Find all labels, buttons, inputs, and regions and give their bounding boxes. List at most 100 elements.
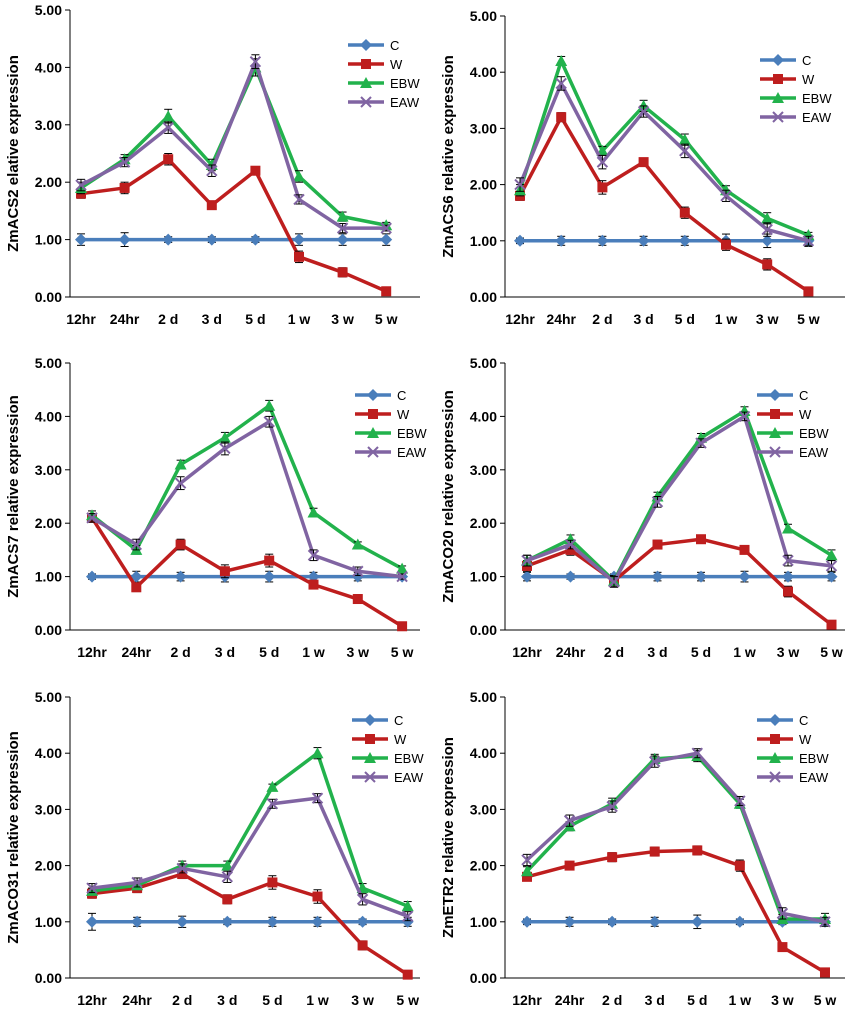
y-tick-label: 5.00	[35, 355, 62, 371]
data-point-W	[119, 182, 130, 193]
series-EBW	[75, 58, 393, 231]
data-point-EAW	[118, 156, 131, 168]
data-point-EAW	[782, 554, 794, 567]
y-tick-label: 5.00	[470, 8, 497, 24]
x-tick-label: 12hr	[512, 992, 542, 1008]
legend-label-C: C	[394, 713, 403, 728]
data-point-EAW	[564, 538, 577, 551]
x-tick-label: 1 w	[302, 644, 325, 660]
legend-label-EBW: EBW	[799, 751, 829, 766]
data-point-W	[522, 871, 532, 882]
series-EBW	[514, 54, 815, 241]
legend-label-C: C	[397, 388, 406, 403]
series-W	[76, 153, 392, 297]
data-point-W	[267, 877, 278, 888]
data-point-EAW	[606, 800, 618, 813]
data-point-EAW	[514, 178, 526, 191]
chart-panel-4: 0.00 1.00 2.00 3.00 4.00 5.00 12hr 24hr 2 d 3 d 5 …	[440, 355, 845, 660]
data-point-EBW	[266, 780, 279, 792]
x-tick-label: 3 w	[771, 992, 794, 1008]
y-tick-label: 3.00	[470, 801, 497, 817]
data-point-C	[311, 915, 324, 928]
legend-marker-C	[772, 54, 784, 66]
data-point-C	[380, 233, 393, 246]
data-point-EBW	[307, 506, 320, 518]
data-point-W	[564, 860, 575, 871]
data-point-W	[649, 846, 660, 857]
x-tick-label: 5 w	[814, 992, 837, 1008]
data-point-C	[691, 915, 704, 928]
y-tick-label: 5.00	[35, 2, 62, 18]
series-EAW	[75, 54, 392, 234]
data-point-EBW	[311, 747, 324, 759]
y-tick-label: 2.00	[470, 858, 497, 874]
legend-label-EBW: EBW	[397, 426, 427, 441]
data-point-EBW	[218, 431, 231, 443]
data-point-W	[803, 286, 814, 297]
data-point-EAW	[555, 77, 567, 90]
x-tick-label: 1 w	[729, 992, 752, 1008]
data-point-C	[266, 915, 279, 928]
data-point-W	[177, 869, 188, 880]
data-point-EAW	[695, 437, 707, 449]
data-point-W	[264, 555, 275, 566]
legend-marker-EAW	[772, 111, 784, 123]
data-point-W	[308, 579, 319, 590]
data-point-EAW	[825, 560, 838, 572]
legend-marker-EAW	[360, 96, 372, 108]
x-tick-label: 12hr	[77, 644, 107, 660]
data-point-W	[652, 539, 663, 550]
data-point-EBW	[761, 212, 774, 224]
series-W	[515, 112, 814, 297]
legend-marker-EAW	[769, 446, 781, 458]
data-point-EAW	[130, 538, 143, 551]
data-point-C	[606, 915, 619, 928]
x-tick-label: 2 d	[602, 992, 622, 1008]
data-point-C	[174, 570, 187, 583]
series-line-W	[91, 872, 409, 977]
legend-label-EAW: EAW	[802, 110, 832, 125]
legend-marker-EAW	[367, 446, 379, 458]
x-tick-label: 12hr	[512, 644, 542, 660]
data-point-W	[294, 251, 304, 262]
series-line-EBW	[518, 59, 810, 237]
data-point-C	[307, 570, 320, 583]
data-point-C	[176, 915, 189, 928]
x-tick-label: 3 d	[215, 644, 235, 660]
data-point-EAW	[221, 871, 234, 883]
data-point-C	[761, 234, 774, 247]
data-point-C	[86, 915, 98, 928]
series-line-W	[526, 537, 833, 627]
data-point-W	[826, 619, 837, 630]
data-point-EAW	[691, 747, 703, 759]
y-axis-title: ZmETR2 relative expression	[440, 737, 457, 938]
x-tick-label: 2 d	[604, 644, 624, 660]
data-point-W	[357, 940, 368, 951]
y-tick-label: 3.00	[470, 462, 497, 478]
series-W	[522, 845, 830, 978]
x-tick-label: 5 w	[391, 644, 414, 660]
x-tick-label: 3 w	[351, 992, 374, 1008]
data-point-EBW	[174, 458, 187, 470]
y-tick-label: 0.00	[35, 970, 62, 986]
data-point-EBW	[401, 900, 414, 912]
data-point-C	[249, 233, 262, 246]
y-axis-title: ZmACS6 relative expression	[440, 55, 457, 258]
data-point-C	[563, 915, 576, 928]
x-tick-label: 1 w	[288, 311, 311, 327]
y-tick-label: 0.00	[470, 622, 497, 638]
y-tick-label: 1.00	[470, 569, 497, 585]
legend-label-C: C	[390, 38, 399, 53]
data-point-EAW	[311, 792, 324, 804]
data-point-C	[221, 915, 234, 928]
data-point-EAW	[86, 512, 98, 524]
data-point-C	[678, 234, 691, 247]
legend-marker-EBW	[772, 92, 784, 103]
legend-label-W: W	[799, 407, 812, 422]
data-point-W	[721, 239, 731, 250]
data-point-C	[733, 915, 746, 928]
series-line-W	[526, 848, 826, 974]
x-tick-label: 3 d	[647, 644, 667, 660]
data-point-C	[205, 233, 218, 246]
data-point-EAW	[819, 916, 831, 928]
